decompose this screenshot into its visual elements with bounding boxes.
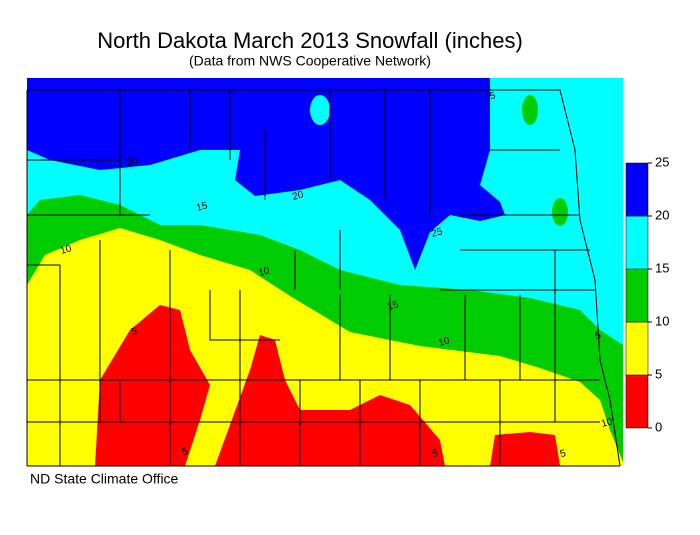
contour-label: 5 bbox=[559, 448, 568, 460]
band-10-15 bbox=[522, 95, 538, 125]
snowfall-bands bbox=[27, 78, 623, 466]
legend-swatch bbox=[625, 321, 649, 376]
legend: 0 5 10 15 20 25 bbox=[625, 154, 669, 434]
contour-label: 15 bbox=[195, 200, 209, 214]
credit: ND State Climate Office bbox=[30, 471, 179, 487]
legend-tick-label: 10 bbox=[655, 313, 669, 328]
contour-label: 25 bbox=[430, 226, 444, 240]
contour-label: 10 bbox=[59, 243, 73, 257]
contour-label: 20 bbox=[125, 155, 139, 169]
legend-tick-label: 5 bbox=[655, 366, 662, 381]
band-0-5 bbox=[490, 432, 560, 466]
contour-label: 15 bbox=[483, 90, 497, 104]
legend-tick-label: 20 bbox=[655, 207, 669, 222]
band-15-20 bbox=[310, 95, 330, 125]
legend-swatch bbox=[625, 162, 649, 217]
contour-labels: 15 20 20 15 25 10 10 15 10 5 5 5 5 5 10 bbox=[59, 90, 614, 460]
contour-label: 5 bbox=[431, 448, 440, 460]
title: North Dakota March 2013 Snowfall (inches… bbox=[97, 28, 523, 53]
contour-label: 5 bbox=[130, 326, 139, 338]
legend-swatch bbox=[625, 215, 649, 270]
legend-tick-label: 0 bbox=[655, 419, 662, 434]
legend-swatch bbox=[625, 374, 649, 429]
contour-label: 15 bbox=[386, 299, 400, 313]
subtitle: (Data from NWS Cooperative Network) bbox=[189, 53, 431, 69]
contour-label: 10 bbox=[600, 416, 614, 430]
legend-swatch bbox=[625, 268, 649, 323]
legend-tick-label: 25 bbox=[655, 154, 669, 169]
legend-tick-label: 15 bbox=[655, 260, 669, 275]
contour-label: 5 bbox=[181, 446, 190, 458]
contour-label: 5 bbox=[594, 330, 603, 342]
county-lines bbox=[26, 89, 621, 467]
band-0-5 bbox=[95, 305, 210, 466]
contour-label: 10 bbox=[437, 335, 451, 349]
contour-label: 20 bbox=[291, 189, 305, 203]
contour-label: 10 bbox=[257, 265, 271, 279]
band-0-5 bbox=[215, 335, 445, 466]
band-10-15 bbox=[552, 198, 568, 226]
